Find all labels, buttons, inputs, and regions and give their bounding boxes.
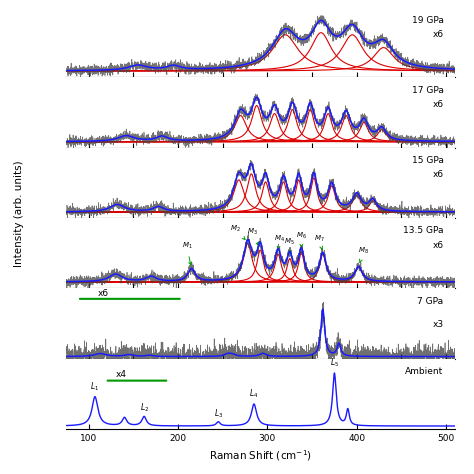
Text: $L_5$: $L_5$ bbox=[330, 356, 339, 369]
Text: 17 GPa: 17 GPa bbox=[411, 86, 443, 95]
Text: $L_4$: $L_4$ bbox=[249, 388, 259, 400]
X-axis label: Raman Shift (cm$^{-1}$): Raman Shift (cm$^{-1}$) bbox=[209, 448, 312, 463]
Text: x3: x3 bbox=[432, 320, 443, 329]
Text: $M_2$: $M_2$ bbox=[230, 224, 245, 239]
Text: Intensity (arb. units): Intensity (arb. units) bbox=[14, 160, 24, 266]
Text: $M_5$: $M_5$ bbox=[284, 237, 295, 254]
Text: 19 GPa: 19 GPa bbox=[411, 16, 443, 25]
Text: x6: x6 bbox=[98, 289, 109, 298]
Text: $L_3$: $L_3$ bbox=[214, 407, 223, 419]
Text: $M_4$: $M_4$ bbox=[273, 233, 284, 249]
Text: 7 GPa: 7 GPa bbox=[417, 297, 443, 306]
Text: $M_8$: $M_8$ bbox=[358, 246, 369, 262]
Text: $L_2$: $L_2$ bbox=[139, 401, 149, 414]
Text: Ambient: Ambient bbox=[405, 367, 443, 376]
Text: $M_1$: $M_1$ bbox=[182, 241, 192, 265]
Text: 13.5 GPa: 13.5 GPa bbox=[403, 227, 443, 236]
Text: x6: x6 bbox=[432, 240, 443, 249]
Text: $L_1$: $L_1$ bbox=[91, 381, 100, 393]
Text: x6: x6 bbox=[432, 170, 443, 179]
Text: x6: x6 bbox=[432, 29, 443, 38]
Text: x6: x6 bbox=[432, 100, 443, 109]
Text: $M_7$: $M_7$ bbox=[314, 233, 325, 249]
Text: x4: x4 bbox=[116, 370, 127, 379]
Text: $M_6$: $M_6$ bbox=[296, 231, 307, 247]
Text: $M_3$: $M_3$ bbox=[247, 227, 259, 245]
Text: 15 GPa: 15 GPa bbox=[411, 156, 443, 165]
